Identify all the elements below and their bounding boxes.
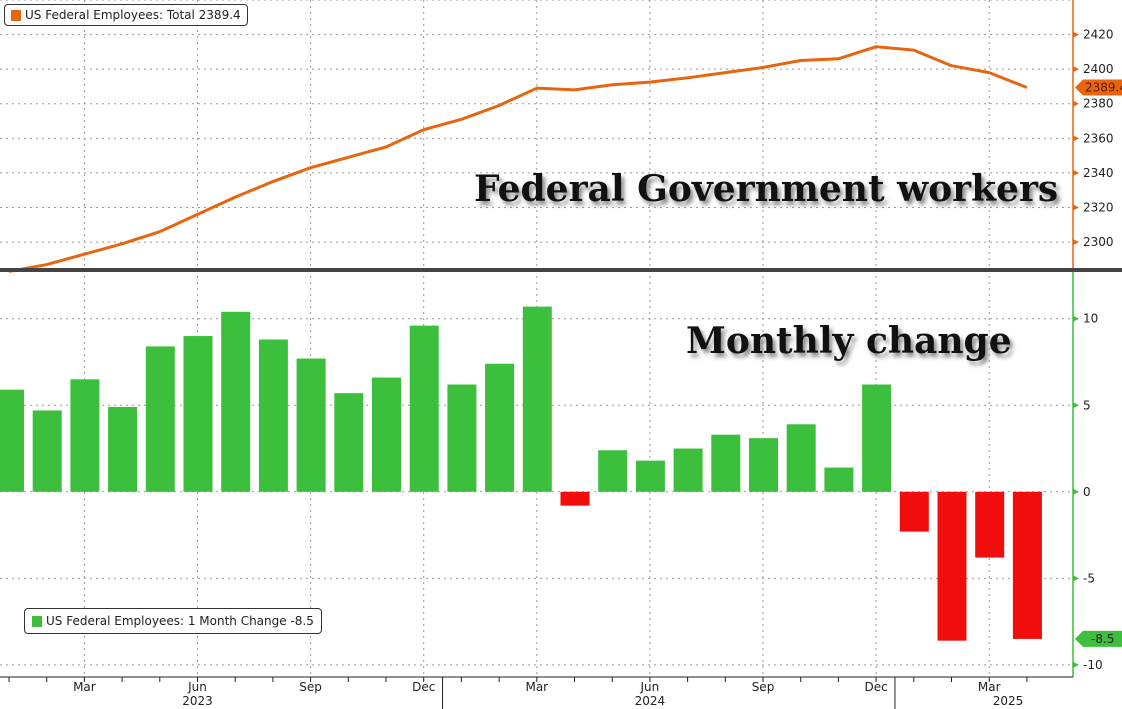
top-annotation: Federal Government workers — [474, 168, 1059, 210]
y-tick-label-top: 2420 — [1083, 28, 1114, 42]
y-tick-label-top: 2360 — [1083, 131, 1114, 145]
last-value-label-bottom: -8.5 — [1091, 632, 1114, 646]
x-month-label: Sep — [752, 680, 775, 694]
x-month-label: Sep — [299, 680, 322, 694]
last-value-tag-top — [1075, 79, 1122, 96]
y-tick-label-bottom: -10 — [1083, 658, 1103, 672]
monthly-change-bar — [522, 306, 552, 492]
y-tick-label-top: 2380 — [1083, 97, 1114, 111]
x-month-label: Jun — [187, 680, 207, 694]
monthly-change-bar — [485, 363, 515, 492]
monthly-change-bar — [749, 438, 778, 492]
employees-total-line — [8, 45, 1028, 273]
monthly-change-bar — [296, 358, 326, 492]
legend-swatch-orange — [11, 9, 21, 21]
x-month-label: Jun — [640, 680, 660, 694]
y-tick-mark — [1073, 315, 1079, 322]
monthly-change-bar — [560, 491, 590, 506]
legend-swatch-green — [32, 615, 42, 627]
monthly-change-bar — [0, 389, 24, 492]
monthly-change-bar — [447, 384, 477, 492]
y-tick-mark — [1073, 488, 1079, 495]
monthly-change-bar — [145, 346, 175, 492]
monthly-change-bar — [899, 491, 929, 532]
y-tick-mark — [1073, 239, 1079, 246]
monthly-change-bar — [32, 410, 62, 492]
monthly-change-bar — [824, 467, 854, 492]
x-year-label: 2025 — [993, 694, 1024, 708]
y-tick-mark — [1073, 661, 1079, 668]
monthly-change-bar — [258, 339, 288, 492]
y-tick-label-top: 2320 — [1083, 200, 1114, 214]
bottom-annotation: Monthly change — [686, 320, 1012, 362]
monthly-change-bar — [1012, 491, 1042, 639]
monthly-change-bar — [108, 407, 138, 492]
y-tick-mark — [1073, 204, 1079, 211]
x-year-label: 2023 — [182, 694, 213, 708]
monthly-change-bar — [786, 424, 816, 492]
monthly-change-bar — [409, 325, 439, 492]
bottom-legend: US Federal Employees: 1 Month Change -8.… — [24, 608, 322, 634]
y-tick-label-bottom: -5 — [1083, 571, 1095, 585]
x-month-label: Dec — [864, 680, 887, 694]
x-month-label: Mar — [73, 680, 96, 694]
monthly-change-bar — [673, 448, 703, 492]
monthly-change-bar — [183, 336, 213, 492]
monthly-change-bar — [221, 311, 251, 492]
y-tick-mark — [1073, 31, 1079, 38]
y-tick-label-bottom: 5 — [1083, 398, 1091, 412]
y-tick-mark — [1073, 66, 1079, 73]
x-month-label: Dec — [412, 680, 435, 694]
y-tick-mark — [1073, 135, 1079, 142]
x-month-label: Mar — [978, 680, 1001, 694]
pane-divider — [0, 268, 1122, 272]
y-tick-label-top: 2340 — [1083, 166, 1114, 180]
y-tick-label-bottom: 0 — [1083, 485, 1091, 499]
y-tick-label-top: 2400 — [1083, 62, 1114, 76]
x-month-label: Mar — [525, 680, 548, 694]
monthly-change-bar — [635, 460, 665, 492]
last-value-tag-bottom — [1075, 630, 1122, 647]
y-tick-label-bottom: 10 — [1083, 312, 1098, 326]
monthly-change-bar — [598, 450, 628, 492]
y-tick-mark — [1073, 402, 1079, 409]
top-legend: US Federal Employees: Total 2389.4 — [4, 4, 248, 26]
y-tick-mark — [1073, 169, 1079, 176]
y-tick-mark — [1073, 100, 1079, 107]
monthly-change-bar — [70, 379, 100, 492]
x-year-label: 2024 — [635, 694, 666, 708]
monthly-change-bar — [975, 491, 1005, 558]
monthly-change-bar — [862, 384, 892, 492]
monthly-change-bar — [334, 393, 364, 492]
y-tick-label-top: 2300 — [1083, 235, 1114, 249]
y-tick-mark — [1073, 575, 1079, 582]
bottom-legend-label: US Federal Employees: 1 Month Change -8.… — [46, 614, 314, 628]
last-value-label-top: 2389.4 — [1085, 80, 1122, 94]
top-legend-label: US Federal Employees: Total 2389.4 — [25, 8, 241, 22]
monthly-change-bar — [372, 377, 401, 492]
monthly-change-bar — [711, 434, 741, 492]
monthly-change-bar — [937, 491, 967, 641]
